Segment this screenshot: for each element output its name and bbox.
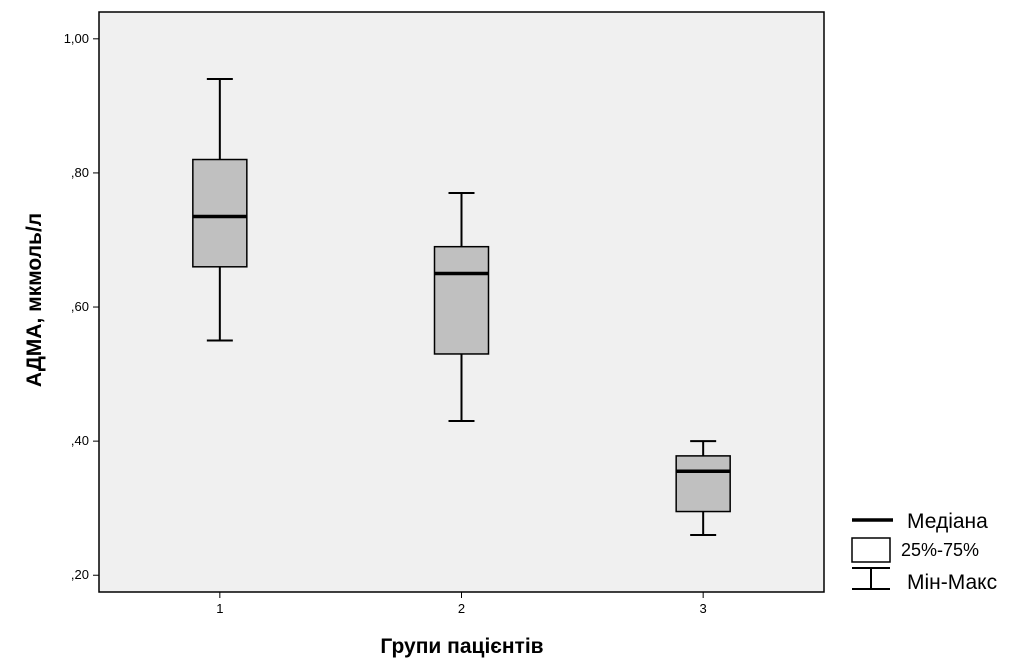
y-tick-label: 1,00 (64, 31, 89, 46)
legend-box-label: 25%-75% (901, 540, 979, 560)
iqr-box (433, 245, 490, 355)
y-axis: 1,00 ,80 ,60 ,40 ,20 (64, 31, 99, 582)
box-group-2 (433, 192, 490, 423)
legend-median-label: Медіана (907, 510, 988, 533)
y-tick-label: ,60 (71, 299, 89, 314)
x-tick-label: 2 (458, 601, 465, 616)
iqr-box (192, 158, 248, 268)
legend-box-swatch (851, 537, 891, 563)
x-tick-label: 3 (700, 601, 707, 616)
legend-whisker-label: Мін-Макс (907, 571, 997, 594)
box-series (192, 78, 731, 537)
x-tick-label: 1 (216, 601, 223, 616)
y-tick-label: ,40 (71, 433, 89, 448)
y-tick-label: ,80 (71, 165, 89, 180)
y-tick-label: ,20 (71, 567, 89, 582)
y-axis-title: АДМА, мкмоль/л (23, 213, 46, 387)
box-group-3 (675, 440, 731, 537)
x-axis: 1 2 3 (216, 592, 707, 616)
legend: Медіана 25%-75% Мін-Макс (851, 510, 997, 594)
x-axis-title: Групи пацієнтів (380, 635, 543, 658)
iqr-box (675, 455, 731, 513)
box-group-1 (192, 78, 248, 342)
